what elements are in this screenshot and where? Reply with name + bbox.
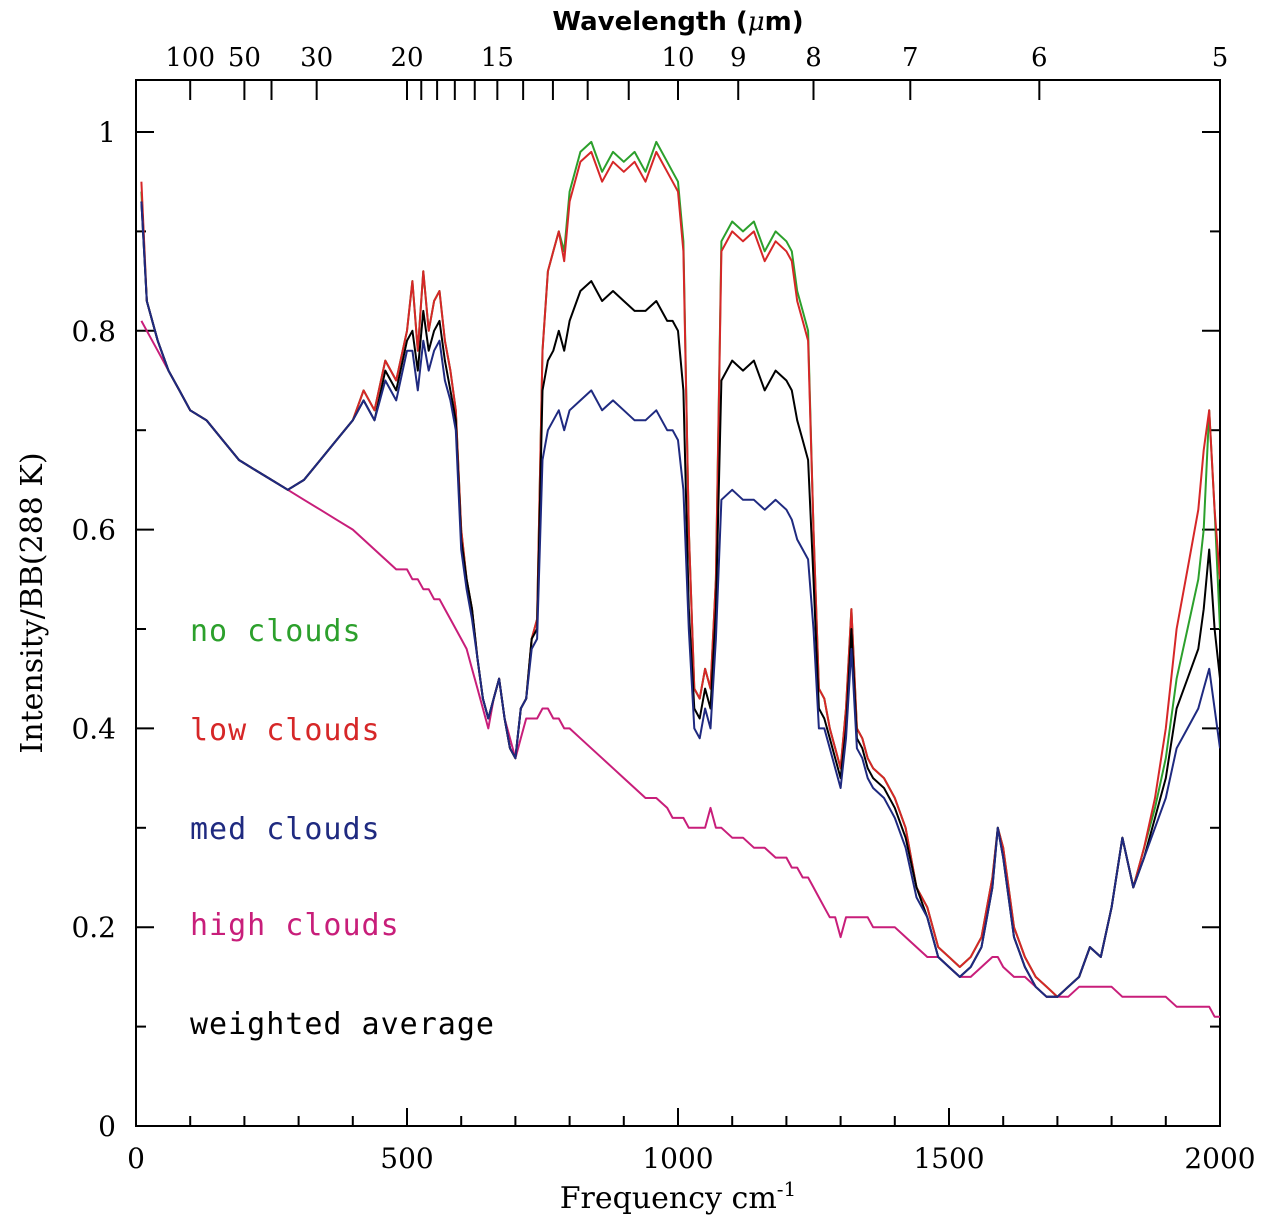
top-axis-label-prefix: Wavelength ( bbox=[552, 7, 747, 37]
top-tick-label: 7 bbox=[902, 43, 919, 73]
series-lines bbox=[140, 140, 1220, 1018]
x-tick-label: 2000 bbox=[1184, 1142, 1255, 1175]
top-axis-label-suffix: m) bbox=[765, 7, 804, 37]
y-tick-label: 0.8 bbox=[71, 315, 116, 348]
left-axis: 0 0.2 0.4 0.6 0.8 1 bbox=[71, 116, 1220, 1143]
top-tick-label: 100 bbox=[165, 43, 215, 73]
top-tick-label: 6 bbox=[1031, 43, 1048, 73]
x-tick-label: 1000 bbox=[642, 1142, 713, 1175]
x-tick-label: 500 bbox=[380, 1142, 433, 1175]
top-tick-label: 20 bbox=[390, 43, 423, 73]
top-tick-label: 15 bbox=[481, 43, 514, 73]
x-axis-label: Frequency cm-1 bbox=[560, 1177, 797, 1216]
series-line-weighted-average bbox=[140, 201, 1220, 998]
x-axis-label-superscript: -1 bbox=[777, 1177, 796, 1201]
legend: no clouds low clouds med clouds high clouds… bbox=[190, 614, 495, 1042]
top-tick-label: 8 bbox=[805, 43, 822, 73]
series-line-low-clouds bbox=[140, 150, 1220, 998]
x-tick-label: 0 bbox=[127, 1142, 145, 1175]
plot-frame bbox=[135, 79, 1221, 1127]
top-tick-label: 30 bbox=[300, 43, 333, 73]
top-wavelength-axis: 100 50 30 20 15 10 9 8 7 6 5 bbox=[165, 43, 1228, 100]
top-axis-label: Wavelength (μm) bbox=[552, 7, 803, 37]
y-tick-label: 0.6 bbox=[71, 514, 116, 547]
y-tick-label: 1 bbox=[98, 116, 116, 149]
bottom-axis: 0 500 1000 1500 2000 bbox=[127, 1108, 1256, 1175]
legend-entry-weighted-average: weighted average bbox=[190, 1007, 495, 1042]
y-tick-label: 0 bbox=[98, 1110, 116, 1143]
top-tick-label: 9 bbox=[730, 43, 747, 73]
top-axis-label-mu: μ bbox=[748, 7, 765, 37]
legend-entry-high-clouds: high clouds bbox=[190, 908, 400, 943]
x-axis-label-text: Frequency cm bbox=[560, 1181, 777, 1216]
top-tick-label: 5 bbox=[1212, 43, 1229, 73]
y-tick-label: 0.2 bbox=[71, 911, 116, 944]
x-tick-label: 1500 bbox=[913, 1142, 984, 1175]
top-tick-label: 10 bbox=[661, 43, 694, 73]
legend-entry-med-clouds: med clouds bbox=[190, 812, 381, 847]
y-axis-label: Intensity/BB(288 K) bbox=[15, 452, 50, 753]
series-line-no-clouds bbox=[140, 140, 1220, 998]
series-line-high-clouds bbox=[140, 320, 1220, 1018]
legend-entry-no-clouds: no clouds bbox=[190, 614, 362, 649]
top-tick-label: 50 bbox=[228, 43, 261, 73]
series-line-med-clouds bbox=[140, 201, 1220, 998]
legend-entry-low-clouds: low clouds bbox=[190, 713, 381, 748]
y-tick-label: 0.4 bbox=[71, 712, 116, 745]
